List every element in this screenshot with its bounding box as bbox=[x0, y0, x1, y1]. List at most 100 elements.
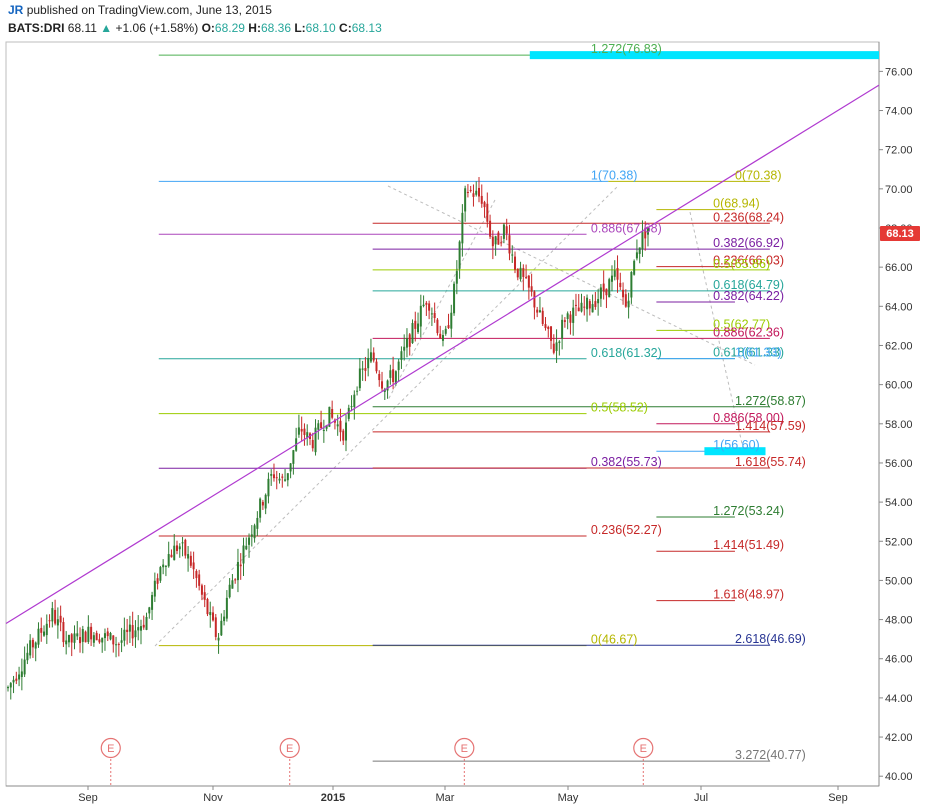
symbol-line: BATS:DRI 68.11 ▲ +1.06 (+1.58%) O:68.29 … bbox=[8, 21, 382, 35]
candle-body bbox=[422, 304, 425, 307]
price-change: +1.06 (+1.58%) bbox=[115, 21, 199, 35]
symbol-ticker[interactable]: BATS:DRI bbox=[8, 21, 65, 35]
candle-body bbox=[87, 626, 90, 642]
candle-body bbox=[15, 678, 18, 681]
candle-body bbox=[533, 291, 536, 308]
candle-body bbox=[392, 369, 395, 383]
candle-body bbox=[236, 561, 239, 581]
pattern-guides bbox=[154, 185, 756, 647]
candle-body bbox=[289, 463, 292, 472]
fib-level-label: 1.414(51.49) bbox=[713, 538, 784, 552]
candle-body bbox=[200, 585, 203, 595]
candle-body bbox=[563, 320, 566, 322]
open-label: O: bbox=[201, 21, 215, 35]
fib-level-label: 3.272(40.77) bbox=[735, 748, 806, 762]
fib-level-label: 1.618(48.97) bbox=[713, 588, 784, 602]
candle-body bbox=[550, 326, 553, 341]
fib-level-label: 2.618(46.69) bbox=[735, 632, 806, 646]
candle-body bbox=[212, 612, 215, 621]
candle-body bbox=[181, 542, 184, 544]
y-tick-label: 76.00 bbox=[885, 66, 913, 78]
candle-body bbox=[477, 187, 480, 197]
candle-body bbox=[43, 631, 46, 636]
candle-body bbox=[530, 286, 533, 292]
fib-level-label: 0.382(55.73) bbox=[591, 455, 662, 469]
candle-body bbox=[414, 320, 417, 329]
fib-level-label: 1.414(57.59) bbox=[735, 419, 806, 433]
candle-body bbox=[411, 323, 414, 344]
y-tick-label: 54.00 bbox=[885, 497, 913, 509]
candle-body bbox=[356, 390, 359, 392]
candle-body bbox=[306, 432, 309, 438]
candle-body bbox=[489, 220, 492, 237]
trendline[interactable] bbox=[5, 84, 880, 625]
candle-body bbox=[574, 304, 577, 306]
y-tick-label: 42.00 bbox=[885, 732, 913, 744]
candle-body bbox=[386, 380, 389, 391]
fib-level-label: 0(68.94) bbox=[713, 197, 760, 211]
earnings-badge bbox=[633, 737, 654, 759]
candle-body bbox=[234, 579, 237, 581]
y-tick-label: 58.00 bbox=[885, 419, 913, 431]
candle-body bbox=[54, 609, 57, 624]
candle-body bbox=[497, 232, 500, 245]
candle-body bbox=[458, 241, 461, 269]
fib-level-label: 0.5(62.77) bbox=[713, 317, 770, 331]
earnings-badge bbox=[279, 737, 300, 759]
x-tick-label: Mar bbox=[436, 792, 455, 804]
fib-level-label: 1(70.38) bbox=[591, 168, 638, 182]
candle-body bbox=[430, 313, 433, 315]
candle-body bbox=[123, 629, 126, 641]
candle-body bbox=[583, 306, 586, 308]
candle-body bbox=[159, 567, 162, 581]
candle-body bbox=[586, 297, 589, 310]
y-tick-label: 56.00 bbox=[885, 458, 913, 470]
publish-line: JR published on TradingView.com, June 13… bbox=[8, 3, 272, 17]
candle-body bbox=[67, 634, 70, 643]
candle-body bbox=[214, 617, 217, 637]
candle-body bbox=[577, 307, 580, 312]
candle-body bbox=[245, 545, 248, 550]
candle-body bbox=[248, 537, 251, 545]
candle-body bbox=[464, 188, 467, 212]
y-tick-label: 62.00 bbox=[885, 340, 913, 352]
candle-body bbox=[511, 254, 514, 256]
candle-body bbox=[220, 620, 223, 636]
target-zone-bar bbox=[704, 447, 766, 456]
candle-body bbox=[275, 477, 278, 479]
candle-body bbox=[292, 450, 295, 464]
fib-level-label: 0.236(68.24) bbox=[713, 210, 784, 224]
fib-level-label: 1.618(55.74) bbox=[735, 455, 806, 469]
candle-body bbox=[378, 373, 381, 381]
price-badge-box bbox=[880, 226, 920, 241]
candle-body bbox=[339, 420, 342, 433]
candle-body bbox=[505, 226, 508, 234]
candle-body bbox=[18, 674, 21, 680]
pattern-guide-line bbox=[387, 199, 496, 401]
candle-body bbox=[223, 616, 226, 622]
author-name[interactable]: JR bbox=[8, 3, 24, 17]
candle-body bbox=[272, 474, 275, 479]
low-value: 68.10 bbox=[305, 21, 336, 35]
fib-level-label: 0.618(61.33) bbox=[713, 346, 784, 360]
candle-body bbox=[37, 628, 40, 645]
earnings-badge bbox=[454, 737, 475, 759]
candle-body bbox=[428, 303, 431, 311]
y-tick-label: 74.00 bbox=[885, 106, 913, 118]
earnings-badge bbox=[100, 737, 121, 759]
target-zone-bar bbox=[529, 51, 879, 60]
candle-body bbox=[419, 305, 422, 327]
candle-body bbox=[23, 659, 26, 675]
candle-body bbox=[270, 474, 273, 476]
candle-body bbox=[231, 580, 234, 589]
target-zones bbox=[529, 51, 879, 456]
candle-body bbox=[184, 539, 187, 556]
fib-level-label: 0(70.38) bbox=[735, 168, 782, 182]
fib-level-label: 0.886(62.36) bbox=[713, 325, 784, 339]
candle-body bbox=[433, 313, 436, 319]
candle-body bbox=[561, 319, 564, 339]
y-tick-label: 72.00 bbox=[885, 145, 913, 157]
candle-body bbox=[109, 633, 112, 640]
